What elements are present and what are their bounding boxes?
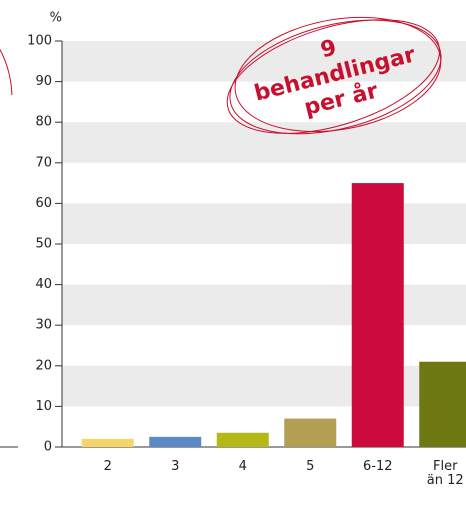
- bar: [82, 439, 134, 447]
- bar: [284, 419, 336, 447]
- x-tick-label: 3: [153, 460, 197, 474]
- x-tick-label: Fler än 12: [423, 460, 466, 488]
- y-tick-label: 100: [27, 34, 52, 49]
- grid-band: [62, 366, 466, 407]
- x-tick-label: 5: [288, 460, 332, 474]
- cropped-decoration: [0, 20, 12, 95]
- y-tick-label: 60: [35, 196, 52, 211]
- bar: [419, 362, 466, 447]
- bar: [149, 437, 201, 447]
- y-tick-label: 30: [35, 318, 52, 333]
- grid-band: [62, 203, 466, 244]
- x-tick-label: 2: [86, 460, 130, 474]
- y-tick-label: 50: [35, 237, 52, 252]
- y-tick-label: 40: [35, 277, 52, 292]
- y-tick-label: 80: [35, 115, 52, 130]
- grid-band: [62, 122, 466, 163]
- bar: [352, 183, 404, 447]
- chart-area: % 01020304050607080901009behandlingarper…: [0, 0, 466, 520]
- y-tick-label: 20: [35, 358, 52, 373]
- x-tick-label: 4: [221, 460, 265, 474]
- grid-band: [62, 285, 466, 326]
- y-axis-label: %: [50, 11, 62, 26]
- y-tick-label: 0: [44, 440, 52, 455]
- y-tick-label: 90: [35, 74, 52, 89]
- bar: [217, 433, 269, 447]
- y-tick-label: 10: [35, 399, 52, 414]
- x-tick-label: 6-12: [356, 460, 400, 474]
- y-tick-label: 70: [35, 155, 52, 170]
- chart: % 01020304050607080901009behandlingarper…: [0, 0, 466, 520]
